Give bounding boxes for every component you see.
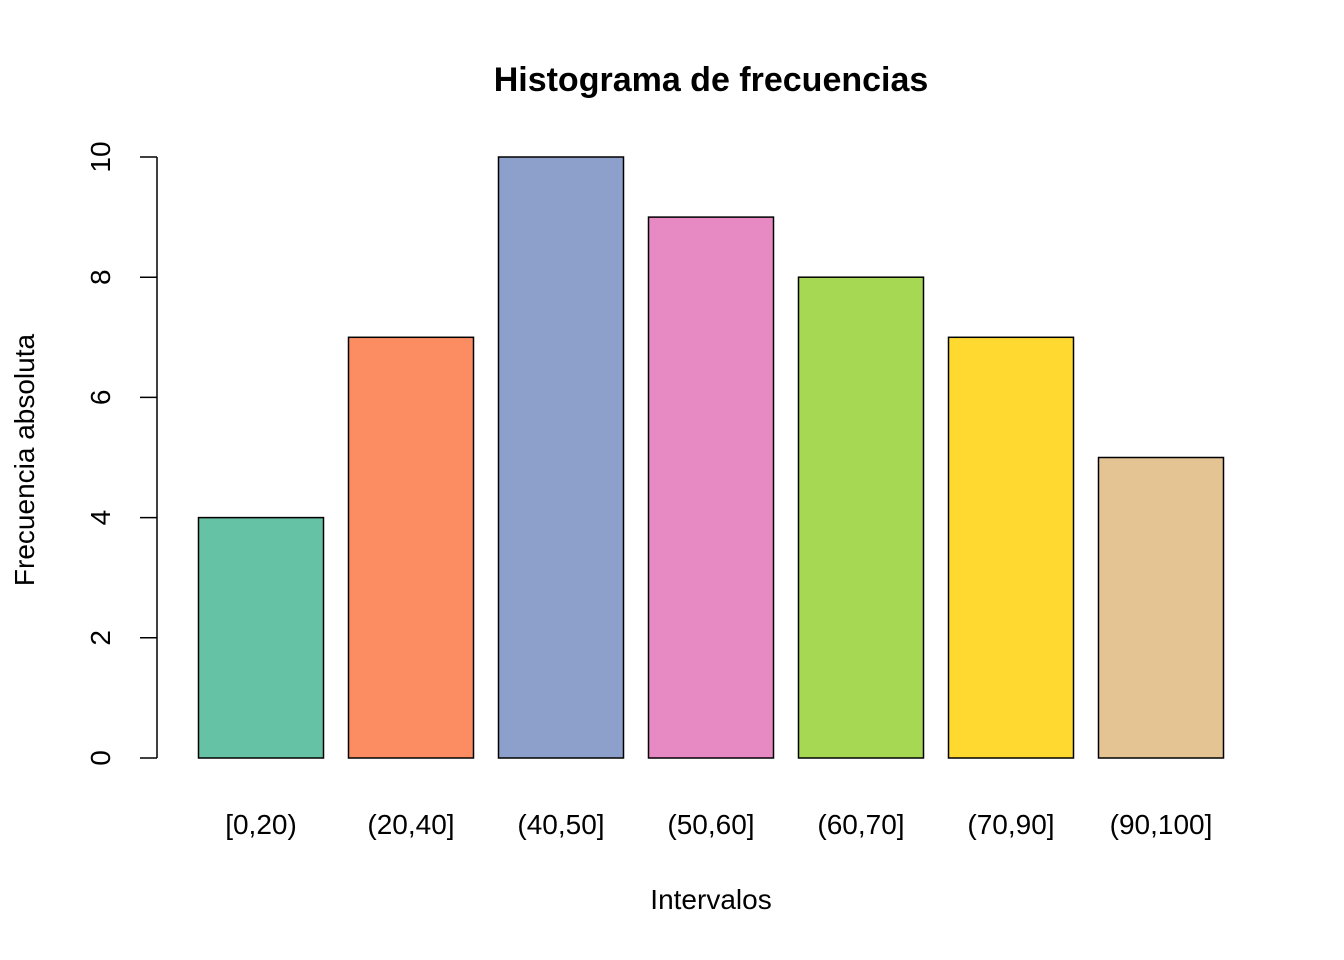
bars-group: [197, 156, 1225, 759]
bar: [1097, 456, 1225, 759]
bar: [647, 216, 775, 759]
x-tick-label: (20,40]: [367, 809, 454, 840]
bar: [197, 516, 325, 759]
chart-title: Histograma de frecuencias: [494, 61, 929, 99]
x-tick-label: (90,100]: [1110, 809, 1213, 840]
y-tick-label: 4: [85, 510, 116, 526]
y-axis: 0 2 4 6 8 10: [85, 141, 158, 766]
y-axis-label: Frecuencia absoluta: [9, 334, 40, 587]
y-tick-label: 6: [85, 390, 116, 406]
bar: [497, 156, 625, 759]
x-tick-label: [0,20): [225, 809, 297, 840]
y-tick-label: 0: [85, 750, 116, 766]
x-tick-labels: [0,20) (20,40] (40,50] (50,60] (60,70] (70,90…: [225, 809, 1212, 840]
x-tick-label: (70,90]: [967, 809, 1054, 840]
x-tick-label: (60,70]: [817, 809, 904, 840]
bar: [947, 336, 1075, 759]
x-tick-label: (50,60]: [667, 809, 754, 840]
x-axis-label: Intervalos: [650, 884, 771, 915]
bar: [797, 276, 925, 759]
x-tick-label: (40,50]: [517, 809, 604, 840]
bar: [347, 336, 475, 759]
y-tick-label: 10: [85, 141, 116, 172]
y-tick-label: 8: [85, 269, 116, 285]
y-tick-label: 2: [85, 630, 116, 646]
